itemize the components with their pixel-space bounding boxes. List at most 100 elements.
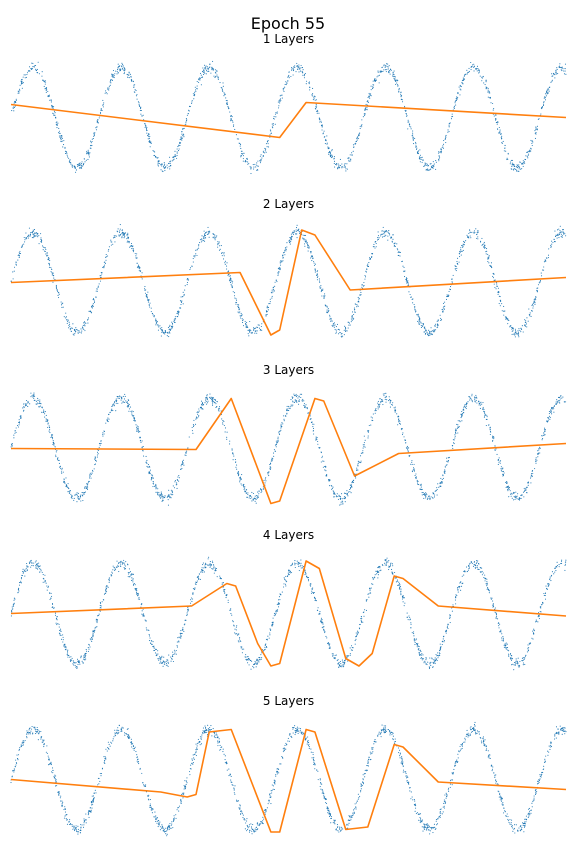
- data-point: [277, 609, 279, 611]
- data-point: [413, 470, 415, 472]
- data-point: [245, 322, 247, 324]
- data-point: [37, 397, 39, 400]
- data-point: [333, 160, 336, 162]
- data-point: [442, 474, 444, 476]
- data-point: [284, 86, 286, 88]
- data-point: [24, 77, 26, 79]
- data-point: [428, 329, 430, 331]
- data-point: [289, 407, 291, 410]
- data-point: [534, 468, 536, 470]
- data-point: [82, 327, 84, 329]
- data-point: [306, 80, 308, 82]
- data-point: [399, 251, 401, 253]
- data-point: [267, 309, 269, 311]
- data-point: [444, 472, 446, 475]
- data-point: [410, 463, 412, 465]
- data-point: [330, 155, 332, 157]
- data-point: [540, 113, 542, 115]
- data-point: [54, 446, 56, 448]
- data-point: [342, 664, 344, 666]
- data-point: [256, 332, 258, 334]
- data-point: [365, 107, 367, 109]
- data-point: [411, 135, 413, 137]
- data-point: [36, 562, 38, 565]
- data-point: [231, 287, 233, 289]
- data-point: [528, 153, 530, 155]
- data-point: [335, 163, 338, 165]
- data-point: [161, 331, 163, 333]
- data-point: [301, 393, 303, 395]
- data-point: [307, 243, 309, 245]
- data-point: [466, 566, 468, 568]
- data-point: [375, 246, 377, 248]
- data-point: [565, 401, 567, 403]
- data-point: [20, 246, 22, 248]
- data-point: [565, 235, 567, 237]
- data-point: [487, 96, 489, 98]
- data-point: [385, 230, 388, 232]
- data-point: [91, 144, 93, 146]
- data-point: [487, 87, 489, 89]
- data-point: [453, 105, 456, 107]
- data-point: [226, 438, 228, 440]
- data-point: [522, 160, 524, 162]
- data-point: [318, 278, 320, 280]
- data-point: [238, 312, 240, 314]
- data-point: [437, 483, 439, 485]
- data-point: [500, 468, 502, 470]
- data-point: [55, 287, 57, 289]
- data-point: [469, 399, 471, 401]
- data-point: [303, 77, 305, 79]
- data-point: [538, 448, 540, 450]
- data-point: [133, 418, 135, 420]
- data-point: [248, 495, 251, 497]
- data-point: [70, 327, 72, 329]
- data-point: [486, 418, 488, 421]
- data-point: [360, 452, 362, 454]
- data-point: [557, 72, 559, 75]
- data-point: [421, 156, 423, 158]
- data-point: [135, 89, 137, 92]
- data-point: [119, 68, 121, 71]
- data-point: [310, 421, 313, 424]
- data-point: [547, 87, 549, 89]
- data-point: [555, 403, 557, 406]
- data-point: [376, 76, 378, 78]
- data-point: [84, 322, 86, 324]
- data-point: [117, 564, 119, 566]
- data-point: [182, 461, 184, 463]
- data-point: [129, 406, 132, 408]
- data-point: [318, 447, 320, 449]
- data-point: [513, 165, 515, 167]
- data-point: [220, 245, 222, 247]
- data-point: [547, 92, 549, 94]
- data-point: [433, 329, 435, 331]
- data-point: [530, 315, 532, 318]
- data-point: [68, 161, 70, 163]
- data-point: [97, 122, 99, 124]
- data-point: [417, 150, 419, 153]
- data-point: [238, 138, 240, 140]
- data-point: [55, 454, 57, 456]
- data-point: [301, 565, 303, 567]
- data-point: [404, 602, 406, 604]
- data-point: [20, 417, 22, 419]
- data-point: [551, 243, 553, 245]
- data-point: [274, 285, 276, 287]
- data-point: [256, 169, 258, 171]
- data-point: [91, 138, 93, 140]
- data-point: [500, 629, 502, 631]
- data-point: [93, 135, 95, 137]
- data-point: [275, 440, 277, 442]
- data-point: [197, 577, 199, 579]
- data-point: [146, 294, 148, 296]
- data-point: [342, 501, 344, 503]
- data-point: [366, 101, 368, 103]
- data-point: [553, 573, 555, 575]
- data-point: [492, 109, 494, 111]
- data-point: [525, 321, 527, 323]
- data-point: [324, 143, 326, 145]
- data-point: [412, 467, 415, 469]
- data-point: [76, 328, 78, 331]
- data-point: [337, 168, 339, 170]
